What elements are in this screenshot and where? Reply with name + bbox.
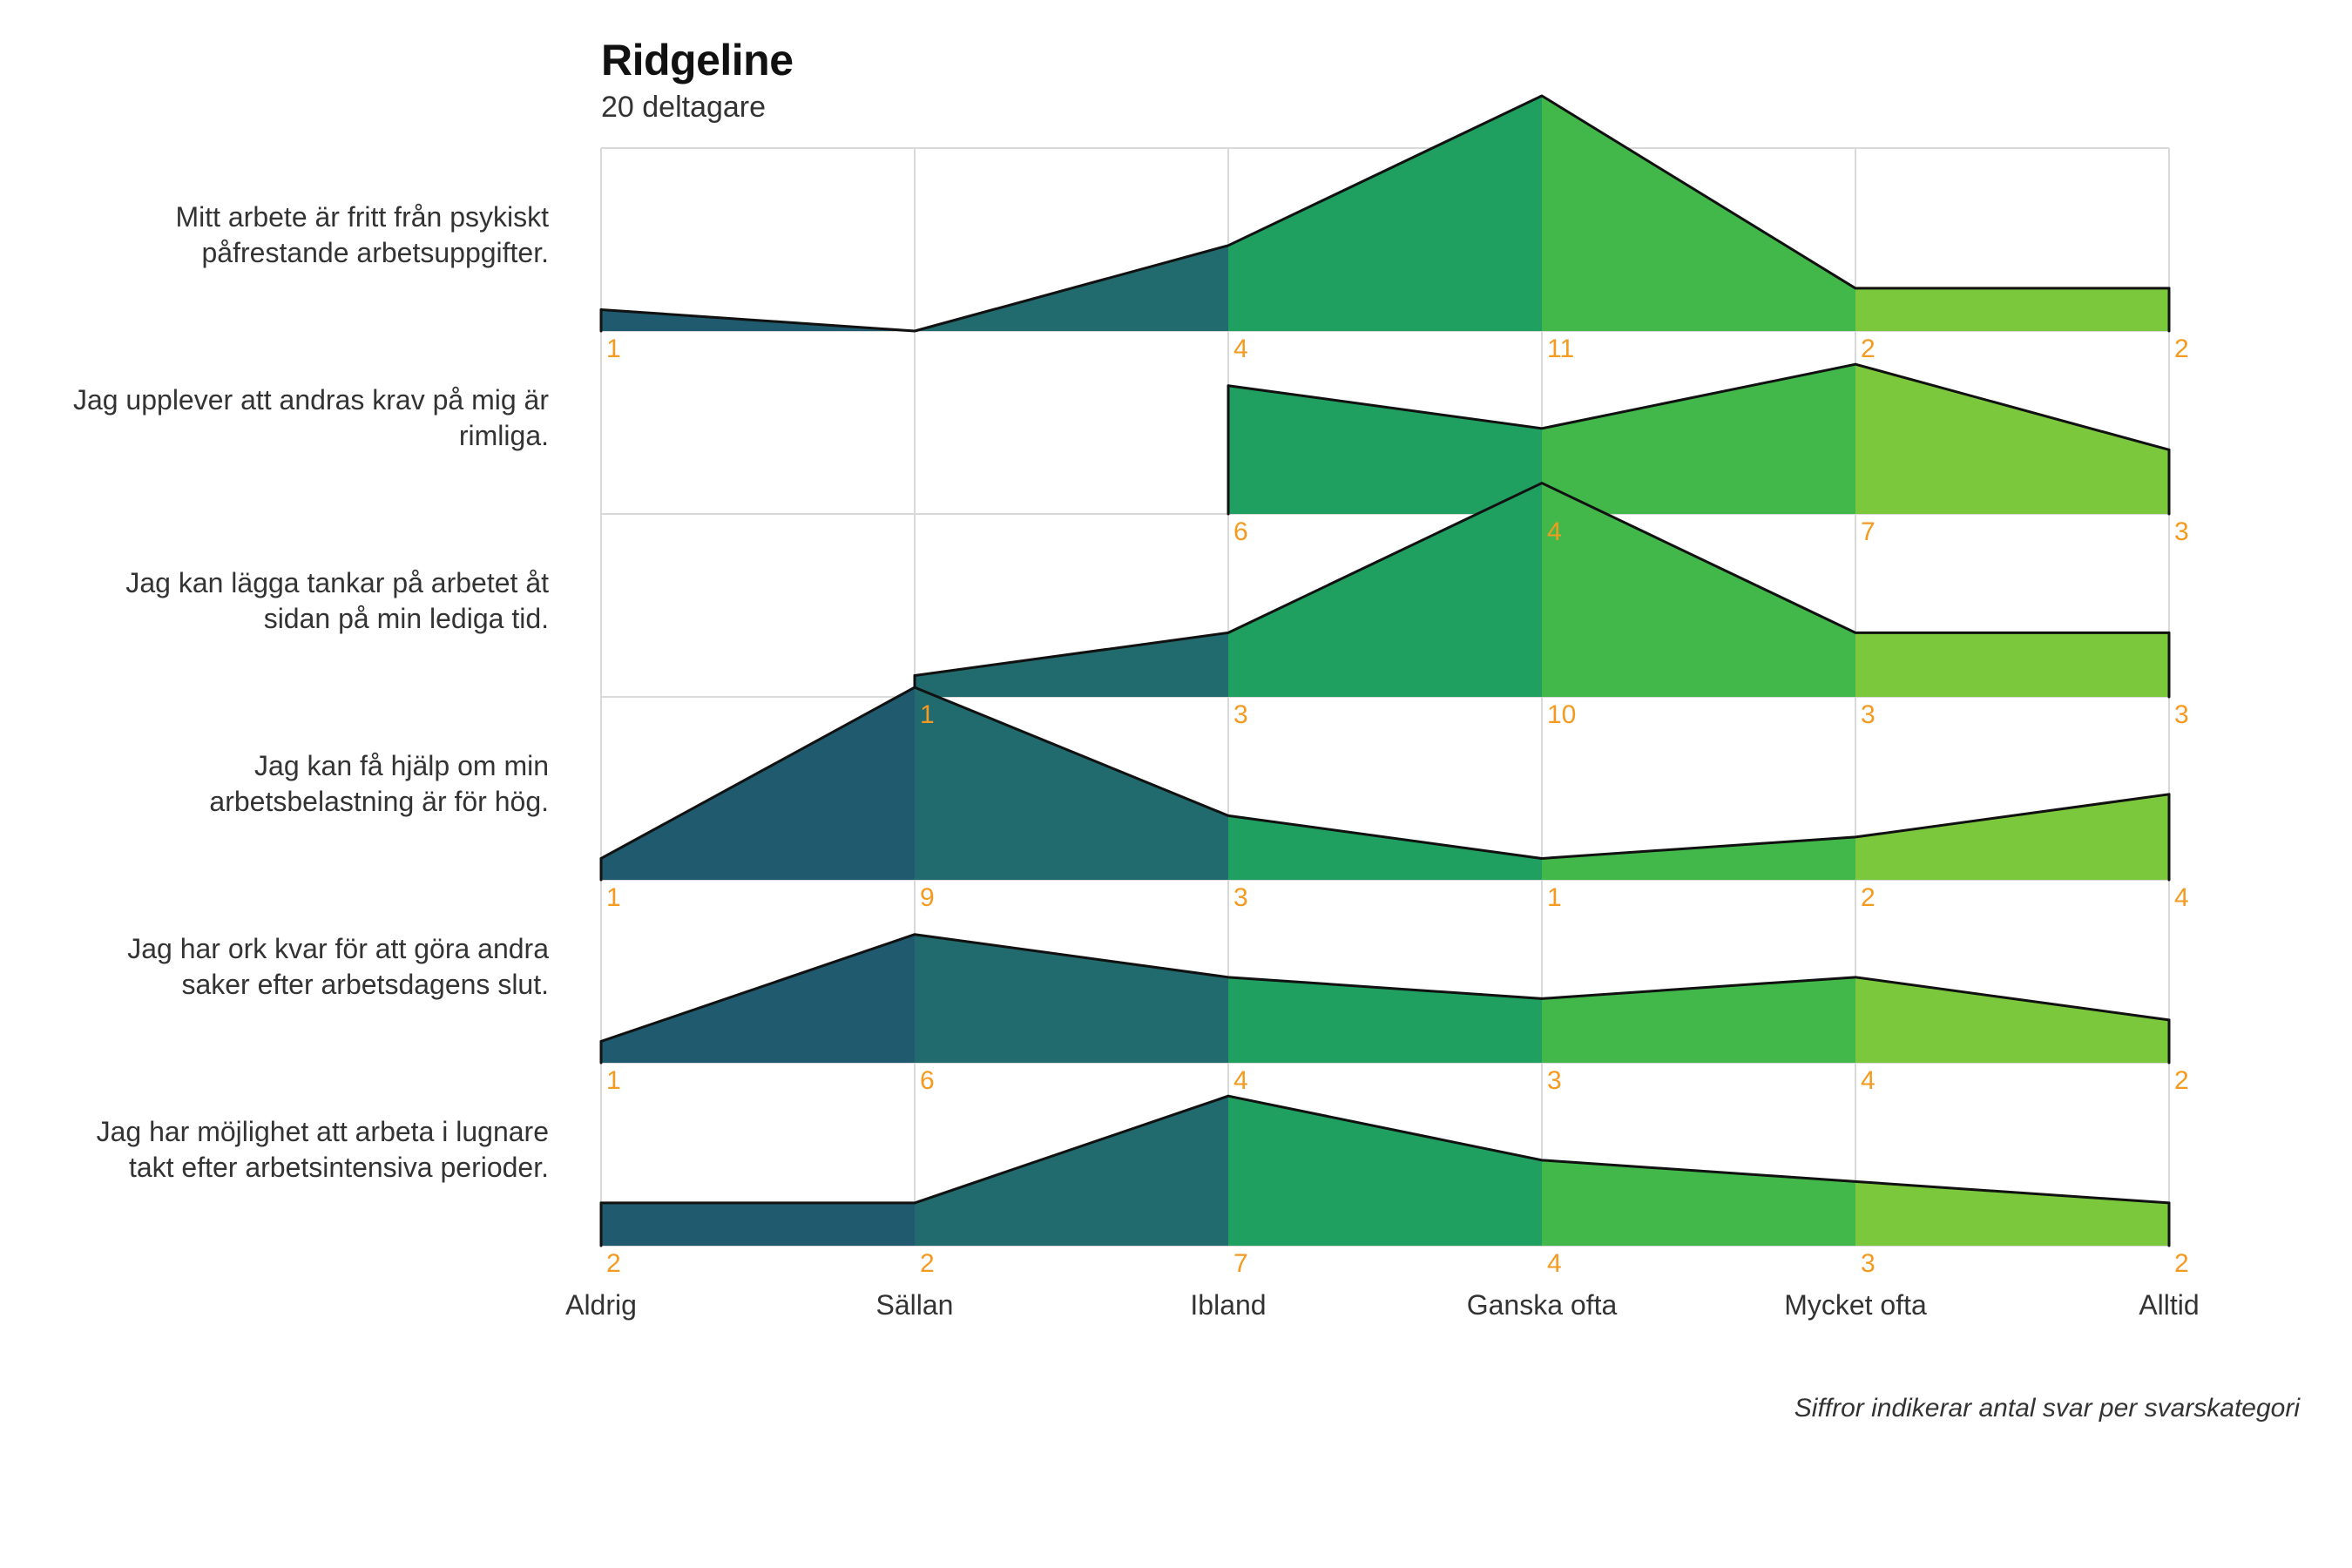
x-axis-label: Aldrig xyxy=(488,1289,714,1321)
value-label: 2 xyxy=(606,1249,621,1279)
question-label: Jag kan få hjälp om min arbetsbelastning… xyxy=(52,748,549,821)
question-label: Jag kan lägga tankar på arbetet åt sidan… xyxy=(52,565,549,638)
value-label: 3 xyxy=(2174,517,2189,547)
ridge-row xyxy=(601,1096,2169,1246)
x-axis-label: Mycket ofta xyxy=(1742,1289,1969,1321)
value-label: 4 xyxy=(1547,517,1562,547)
value-label: 3 xyxy=(2174,700,2189,730)
question-label: Jag upplever att andras krav på mig är r… xyxy=(52,382,549,455)
value-label: 4 xyxy=(1233,1066,1248,1096)
value-label: 2 xyxy=(920,1249,935,1279)
value-label: 4 xyxy=(1547,1249,1562,1279)
value-label: 6 xyxy=(1233,517,1248,547)
value-label: 1 xyxy=(606,335,621,364)
x-axis-label: Alltid xyxy=(2056,1289,2282,1321)
value-label: 2 xyxy=(2174,335,2189,364)
value-label: 7 xyxy=(1861,517,1876,547)
x-axis-label: Ganska ofta xyxy=(1429,1289,1655,1321)
value-label: 11 xyxy=(1547,335,1574,364)
value-label: 4 xyxy=(2174,883,2189,913)
value-label: 6 xyxy=(920,1066,935,1096)
value-label: 7 xyxy=(1233,1249,1248,1279)
value-label: 4 xyxy=(1861,1066,1876,1096)
value-label: 2 xyxy=(1861,883,1876,913)
value-label: 10 xyxy=(1547,700,1576,730)
ridge-row xyxy=(915,483,2169,697)
x-axis-label: Ibland xyxy=(1115,1289,1342,1321)
value-label: 2 xyxy=(2174,1066,2189,1096)
x-axis-label: Sällan xyxy=(801,1289,1028,1321)
question-label: Mitt arbete är fritt från psykiskt påfre… xyxy=(52,199,549,272)
ridge-row xyxy=(601,935,2169,1063)
value-label: 3 xyxy=(1861,700,1876,730)
ridge-row xyxy=(601,687,2169,880)
value-label: 3 xyxy=(1233,700,1248,730)
value-label: 3 xyxy=(1861,1249,1876,1279)
value-label: 1 xyxy=(920,700,935,730)
ridges xyxy=(601,96,2169,1246)
value-label: 3 xyxy=(1233,883,1248,913)
question-label: Jag har möjlighet att arbeta i lugnare t… xyxy=(52,1114,549,1186)
ridgeline-chart: Ridgeline 20 deltagare Mitt arbete är fr… xyxy=(0,0,2352,1568)
value-label: 3 xyxy=(1547,1066,1562,1096)
chart-footnote: Siffror indikerar antal svar per svarska… xyxy=(1794,1394,2300,1423)
ridge-row xyxy=(1228,364,2169,514)
value-label: 2 xyxy=(2174,1249,2189,1279)
ridge-row xyxy=(601,96,2169,331)
question-label: Jag har ork kvar för att göra andra sake… xyxy=(52,931,549,1004)
value-label: 9 xyxy=(920,883,935,913)
value-label: 1 xyxy=(1547,883,1562,913)
value-label: 4 xyxy=(1233,335,1248,364)
value-label: 1 xyxy=(606,883,621,913)
value-label: 1 xyxy=(606,1066,621,1096)
value-label: 2 xyxy=(1861,335,1876,364)
